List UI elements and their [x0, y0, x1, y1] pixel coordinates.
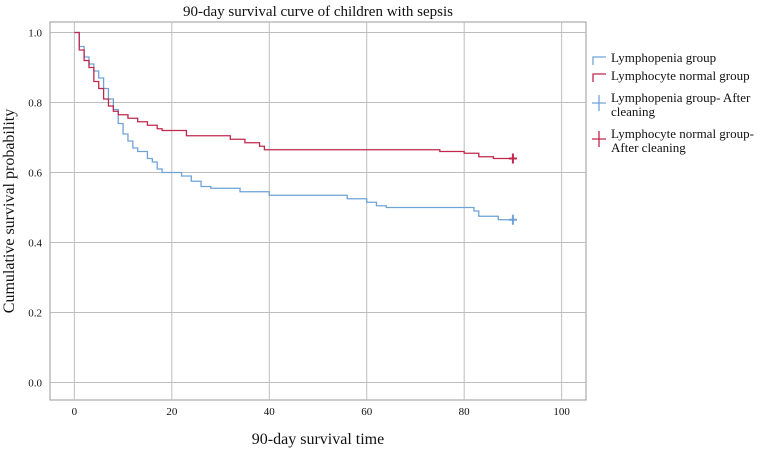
y-axis-ticks: 0.0 0.2 0.4 0.6 0.8 1.0 — [28, 28, 42, 390]
plot-area — [49, 21, 587, 401]
legend: Lymphopenia group Lymphocyte normal grou… — [592, 50, 757, 155]
legend-censor-lymphopenia — [592, 95, 606, 111]
y-tick-label: 0.0 — [28, 378, 42, 390]
x-tick-label: 60 — [361, 406, 373, 418]
legend-label-lymphocyte-normal: Lymphocyte normal group — [611, 68, 750, 83]
legend-label-lymphopenia: Lymphopenia group — [611, 50, 716, 65]
censor-mark-series-1 — [508, 153, 517, 164]
x-tick-label: 20 — [166, 406, 178, 418]
y-tick-label: 0.4 — [28, 238, 42, 250]
y-tick-label: 0.2 — [28, 308, 42, 320]
chart-title: 90-day survival curve of children with s… — [183, 4, 453, 20]
x-tick-label: 80 — [459, 406, 471, 418]
legend-label-lymphopenia-censor: Lymphopenia group- After cleaning — [611, 90, 754, 119]
legend-item-lymphopenia-censor: Lymphopenia group- After cleaning — [592, 90, 754, 119]
x-tick-label: 0 — [72, 406, 78, 418]
legend-item-lymphocyte-normal-censor: Lymphocyte normal group- After cleaning — [592, 126, 757, 155]
x-axis-ticks: 0 20 40 60 80 100 — [72, 406, 571, 418]
legend-label-lymphocyte-normal-censor: Lymphocyte normal group- After cleaning — [611, 126, 757, 155]
y-tick-label: 0.8 — [28, 98, 42, 110]
x-axis-title: 90-day survival time — [252, 431, 384, 448]
survival-curve-series-1 — [74, 31, 513, 160]
censor-mark-series-0 — [508, 214, 517, 225]
x-tick-label: 100 — [553, 406, 570, 418]
legend-item-lymphocyte-normal: Lymphocyte normal group — [592, 68, 750, 83]
legend-swatch-lymphocyte-normal — [592, 73, 606, 82]
survival-curve-series-0 — [74, 31, 513, 221]
y-tick-label: 1.0 — [28, 28, 42, 40]
grid-lines — [50, 22, 586, 400]
x-tick-label: 40 — [264, 406, 276, 418]
series-layer — [74, 31, 517, 225]
legend-censor-lymphocyte-normal — [592, 131, 606, 147]
legend-item-lymphopenia: Lymphopenia group — [592, 50, 716, 65]
y-axis-title: Cumulative survival probability — [1, 109, 18, 313]
y-tick-label: 0.6 — [28, 168, 42, 180]
legend-swatch-lymphopenia — [592, 56, 606, 65]
